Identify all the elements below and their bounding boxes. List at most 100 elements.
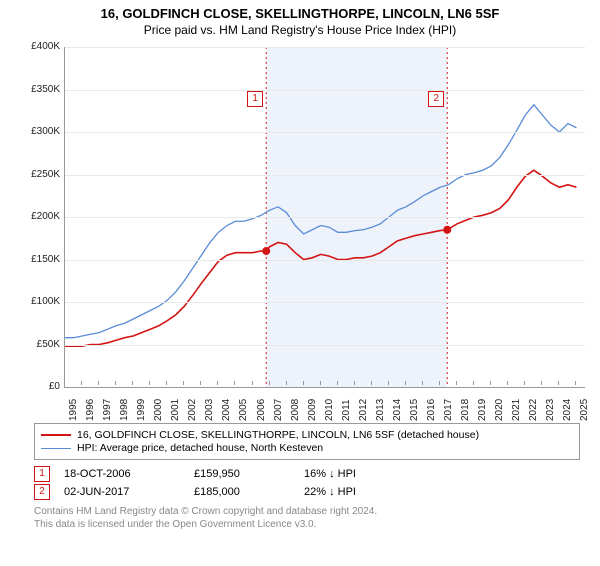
x-axis-label: 2015	[409, 399, 420, 421]
x-axis-label: 2020	[494, 399, 505, 421]
y-axis-label: £100K	[20, 296, 60, 307]
chart: £0 £50K £100K £150K £200K £250K £300K £350K £400…	[20, 41, 590, 421]
y-axis-label: £200K	[20, 211, 60, 222]
x-axis-label: 2021	[511, 399, 522, 421]
x-tick	[303, 381, 304, 385]
x-axis-label: 2014	[392, 399, 403, 421]
x-tick	[575, 381, 576, 385]
x-axis-label: 1996	[85, 399, 96, 421]
legend-item: HPI: Average price, detached house, Nort…	[41, 442, 573, 454]
legend: 16, GOLDFINCH CLOSE, SKELLINGTHORPE, LIN…	[34, 423, 580, 460]
sale-delta: 22% ↓ HPI	[304, 486, 356, 498]
x-tick	[456, 381, 457, 385]
sale-row: 2 02-JUN-2017£185,00022% ↓ HPI	[34, 484, 580, 500]
x-axis-label: 2010	[324, 399, 335, 421]
x-tick	[354, 381, 355, 385]
series-price_paid	[65, 170, 576, 346]
gridline	[65, 47, 585, 48]
footer-line-1: Contains HM Land Registry data © Crown c…	[34, 506, 580, 519]
x-axis-label: 2006	[256, 399, 267, 421]
x-axis-label: 2017	[443, 399, 454, 421]
y-axis-label: £400K	[20, 41, 60, 52]
x-tick	[371, 381, 372, 385]
sale-price: £185,000	[194, 486, 304, 498]
y-axis-label: £300K	[20, 126, 60, 137]
x-axis-label: 2022	[528, 399, 539, 421]
chart-titles: 16, GOLDFINCH CLOSE, SKELLINGTHORPE, LIN…	[0, 6, 600, 37]
x-axis-label: 2023	[545, 399, 556, 421]
x-tick	[507, 381, 508, 385]
x-axis-label: 2018	[460, 399, 471, 421]
x-axis-label: 1997	[102, 399, 113, 421]
y-axis-label: £350K	[20, 84, 60, 95]
x-axis-label: 2012	[358, 399, 369, 421]
sale-badge: 2	[34, 484, 50, 500]
sale-badge: 1	[34, 466, 50, 482]
plot-area	[64, 47, 585, 388]
x-axis-label: 2024	[562, 399, 573, 421]
gridline	[65, 302, 585, 303]
sale-date: 02-JUN-2017	[64, 486, 194, 498]
sales-table: 1 18-OCT-2006£159,95016% ↓ HPI 2 02-JUN-201…	[34, 466, 580, 500]
sale-date: 18-OCT-2006	[64, 468, 194, 480]
x-tick	[98, 381, 99, 385]
marker-badge: 2	[428, 91, 444, 107]
gridline	[65, 345, 585, 346]
x-tick	[269, 381, 270, 385]
x-axis-label: 2025	[579, 399, 590, 421]
x-tick	[183, 381, 184, 385]
sale-row: 1 18-OCT-2006£159,95016% ↓ HPI	[34, 466, 580, 482]
x-axis-label: 1995	[68, 399, 79, 421]
x-tick	[286, 381, 287, 385]
legend-label: HPI: Average price, detached house, Nort…	[77, 442, 323, 454]
y-axis-label: £50K	[20, 339, 60, 350]
x-axis-label: 2002	[187, 399, 198, 421]
x-tick	[320, 381, 321, 385]
x-axis-label: 1999	[136, 399, 147, 421]
x-tick	[132, 381, 133, 385]
footer: Contains HM Land Registry data © Crown c…	[34, 506, 580, 531]
x-axis-label: 2011	[341, 399, 352, 421]
y-axis-label: £250K	[20, 169, 60, 180]
gridline	[65, 260, 585, 261]
gridline	[65, 132, 585, 133]
x-tick	[405, 381, 406, 385]
y-axis-label: £0	[20, 381, 60, 392]
x-tick	[252, 381, 253, 385]
legend-swatch	[41, 448, 71, 449]
x-tick	[64, 381, 65, 385]
footer-line-2: This data is licensed under the Open Gov…	[34, 519, 580, 532]
x-tick	[81, 381, 82, 385]
x-tick	[166, 381, 167, 385]
legend-item: 16, GOLDFINCH CLOSE, SKELLINGTHORPE, LIN…	[41, 429, 573, 441]
x-tick	[422, 381, 423, 385]
x-tick	[115, 381, 116, 385]
x-axis-label: 2008	[290, 399, 301, 421]
sale-delta: 16% ↓ HPI	[304, 468, 356, 480]
x-axis-label: 2016	[426, 399, 437, 421]
x-axis-label: 1998	[119, 399, 130, 421]
legend-swatch	[41, 434, 71, 436]
x-axis-label: 2003	[204, 399, 215, 421]
x-tick	[217, 381, 218, 385]
x-axis-label: 2005	[238, 399, 249, 421]
x-axis-label: 2000	[153, 399, 164, 421]
gridline	[65, 90, 585, 91]
x-tick	[490, 381, 491, 385]
x-tick	[558, 381, 559, 385]
gridline	[65, 175, 585, 176]
x-axis-label: 2013	[375, 399, 386, 421]
x-axis-label: 2019	[477, 399, 488, 421]
x-tick	[149, 381, 150, 385]
x-tick	[473, 381, 474, 385]
x-tick	[200, 381, 201, 385]
x-tick	[439, 381, 440, 385]
x-axis-label: 2007	[273, 399, 284, 421]
marker-badge: 1	[247, 91, 263, 107]
legend-label: 16, GOLDFINCH CLOSE, SKELLINGTHORPE, LIN…	[77, 429, 479, 441]
x-tick	[524, 381, 525, 385]
sale-price: £159,950	[194, 468, 304, 480]
title-main: 16, GOLDFINCH CLOSE, SKELLINGTHORPE, LIN…	[0, 6, 600, 21]
y-axis-label: £150K	[20, 254, 60, 265]
x-axis-label: 2004	[221, 399, 232, 421]
